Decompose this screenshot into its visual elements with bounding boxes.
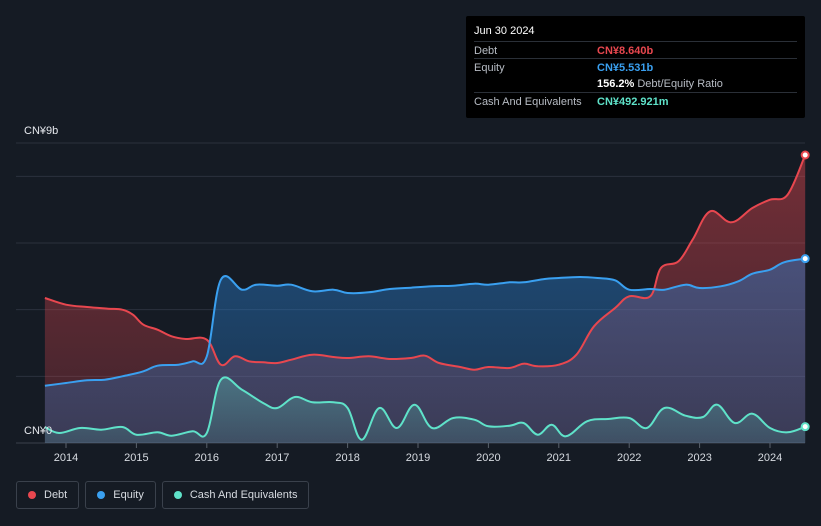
legend-equity-label: Equity xyxy=(113,489,144,501)
x-tick-label: 2017 xyxy=(265,452,289,464)
debt-dot-icon xyxy=(28,491,36,499)
cash-area xyxy=(44,377,806,443)
x-tick-label: 2019 xyxy=(406,452,430,464)
x-tick-label: 2024 xyxy=(758,452,782,464)
legend-debt-label: Debt xyxy=(44,489,68,501)
end-markers xyxy=(800,150,810,432)
x-axis: 2014 2015 2016 2017 2018 2019 2020 2021 2022 2023… xyxy=(54,443,782,464)
cash-dot-icon xyxy=(173,491,182,499)
tooltip-row-cash: Cash And Equivalents CN¥492.921m xyxy=(474,92,797,110)
equity-line xyxy=(44,257,806,387)
series-areas xyxy=(44,155,806,443)
tooltip-panel: Jun 30 2024 Debt CN¥8.640b Equity CN¥5.5… xyxy=(466,16,805,118)
legend-item-debt[interactable]: Debt xyxy=(16,481,80,509)
equity-dot-icon xyxy=(97,491,106,499)
legend-item-equity[interactable]: Equity xyxy=(85,481,156,509)
legend: Debt Equity Cash And Equivalents xyxy=(16,481,310,509)
tooltip-row-equity: Equity CN¥5.531b xyxy=(474,58,797,76)
debt-line xyxy=(44,154,807,371)
tooltip-row-ratio: 156.2% Debt/Equity Ratio xyxy=(474,75,797,92)
series-lines xyxy=(44,154,807,441)
tooltip-debt-value: CN¥8.640b xyxy=(597,45,654,57)
x-tick-label: 2023 xyxy=(687,452,711,464)
tooltip-cash-label: Cash And Equivalents xyxy=(474,96,582,108)
x-tick-label: 2021 xyxy=(547,452,571,464)
x-tick-label: 2016 xyxy=(195,452,219,464)
legend-item-cash[interactable]: Cash And Equivalents xyxy=(161,481,310,509)
tooltip-ratio-suffix: Debt/Equity Ratio xyxy=(637,78,723,90)
tooltip-cash-value: CN¥492.921m xyxy=(597,96,669,108)
cash-end-marker xyxy=(800,422,810,432)
cash-line xyxy=(44,376,806,441)
x-tick-label: 2018 xyxy=(335,452,359,464)
x-tick-label: 2015 xyxy=(124,452,148,464)
legend-cash-label: Cash And Equivalents xyxy=(189,489,298,501)
y-axis-top-label: CN¥9b xyxy=(24,125,59,137)
x-tick-label: 2022 xyxy=(617,452,641,464)
debt-end-marker xyxy=(800,150,810,160)
tooltip-date: Jun 30 2024 xyxy=(474,25,535,37)
equity-end-marker xyxy=(800,254,810,264)
y-axis-bottom-label: CN¥0 xyxy=(24,425,53,437)
x-tick-label: 2014 xyxy=(54,452,78,464)
tooltip-debt-label: Debt xyxy=(474,45,498,57)
tooltip-row-debt: Debt CN¥8.640b xyxy=(474,41,797,59)
tooltip-equity-label: Equity xyxy=(474,62,505,74)
x-tick-label: 2020 xyxy=(476,452,500,464)
tooltip-ratio-value: 156.2% xyxy=(597,78,635,90)
tooltip-equity-value: CN¥5.531b xyxy=(597,62,654,74)
